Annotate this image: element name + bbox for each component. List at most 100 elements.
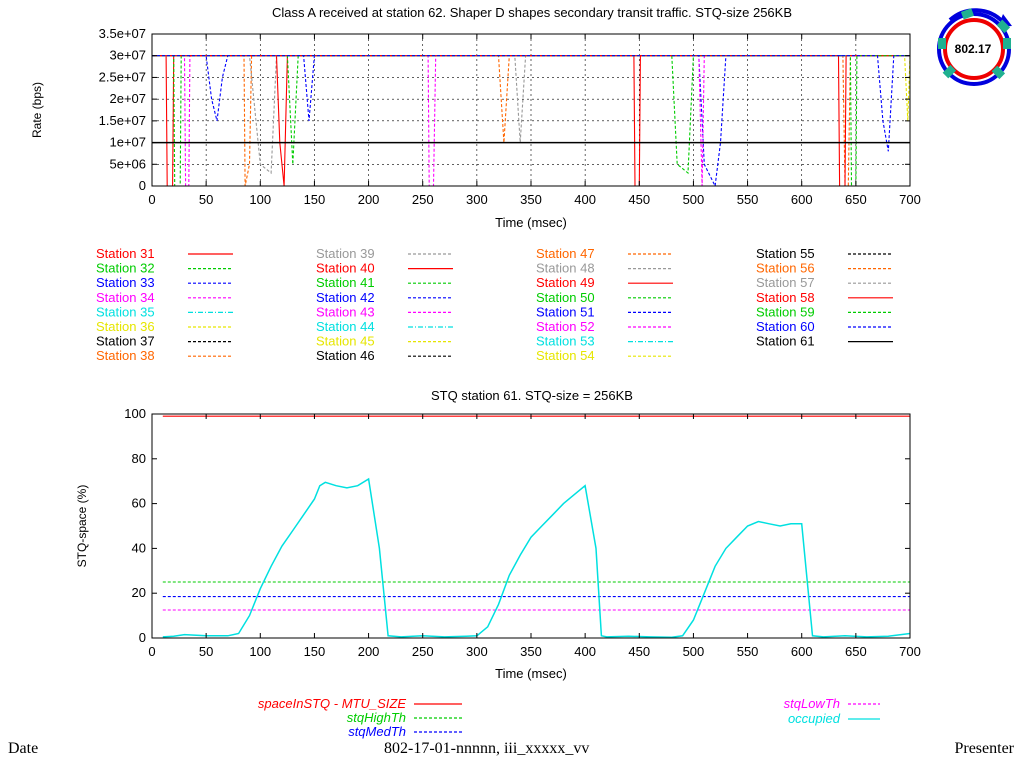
x-tick-label: 600 — [791, 644, 813, 659]
footer-date: Date — [8, 740, 39, 757]
chart-stq: STQ station 61. STQ-size = 256KB 0 50 100 1… — [75, 388, 921, 739]
x-tick-label: 150 — [304, 644, 326, 659]
chart-rate-ylabel: Rate (bps) — [30, 82, 44, 138]
legend-label: Station 60 — [756, 319, 815, 334]
legend-label: stqMedTh — [348, 724, 406, 739]
y-tick-label: 3e+07 — [109, 48, 146, 63]
series-line-rate-30 — [152, 55, 910, 152]
x-tick-label: 450 — [628, 644, 650, 659]
chart-stq-ticks: 0 50 100 150 200 250 300 350 400 450 500 550 600 650 7… — [124, 406, 921, 659]
x-tick-label: 0 — [148, 644, 155, 659]
y-tick-label: 1.5e+07 — [99, 113, 146, 128]
y-tick-label: 2e+07 — [109, 91, 146, 106]
y-tick-label: 5e+06 — [109, 156, 146, 171]
y-tick-label: 40 — [132, 540, 146, 555]
legend-label: occupied — [788, 711, 841, 726]
legend-label: spaceInSTQ - MTU_SIZE — [258, 696, 406, 711]
legend-label: Station 37 — [96, 334, 155, 349]
ieee-802-17-logo: 802.17 — [937, 8, 1012, 86]
y-tick-label: 20 — [132, 585, 146, 600]
legend-label: Station 56 — [756, 261, 815, 276]
y-tick-label: 2.5e+07 — [99, 69, 146, 84]
x-tick-label: 700 — [899, 644, 921, 659]
y-tick-label: 100 — [124, 406, 146, 421]
x-tick-label: 600 — [791, 192, 813, 207]
legend-label: Station 59 — [756, 304, 815, 319]
x-tick-label: 400 — [574, 192, 596, 207]
y-tick-label: 0 — [139, 178, 146, 193]
chart-rate: Class A received at station 62. Shaper D… — [30, 5, 921, 363]
legend-label: Station 57 — [756, 275, 815, 290]
legend-label: Station 61 — [756, 334, 815, 349]
legend-label: stqHighTh — [347, 710, 406, 725]
x-tick-label: 50 — [199, 192, 213, 207]
legend-label: Station 49 — [536, 275, 595, 290]
legend-label: Station 44 — [316, 319, 375, 334]
x-tick-label: 350 — [520, 192, 542, 207]
chart-rate-title: Class A received at station 62. Shaper D… — [272, 5, 792, 20]
legend-label: Station 55 — [756, 246, 815, 261]
x-tick-label: 650 — [845, 192, 867, 207]
x-tick-label: 150 — [304, 192, 326, 207]
chart-rate-xlabel: Time (msec) — [495, 215, 567, 230]
legend-label: Station 36 — [96, 319, 155, 334]
x-tick-label: 650 — [845, 644, 867, 659]
legend-label: Station 47 — [536, 246, 595, 261]
x-tick-label: 350 — [520, 644, 542, 659]
chart-stq-series — [162, 415, 911, 639]
legend-label: Station 51 — [536, 304, 595, 319]
x-tick-label: 0 — [148, 192, 155, 207]
x-tick-label: 100 — [249, 644, 271, 659]
chart-stq-ylabel: STQ-space (%) — [75, 485, 89, 568]
x-tick-label: 50 — [199, 644, 213, 659]
x-tick-label: 500 — [683, 644, 705, 659]
y-tick-label: 3.5e+07 — [99, 26, 146, 41]
legend-label: stqLowTh — [784, 696, 840, 711]
legend-label: Station 52 — [536, 319, 595, 334]
legend-label: Station 38 — [96, 348, 155, 363]
legend-label: Station 46 — [316, 348, 375, 363]
chart-rate-grid — [152, 34, 910, 186]
x-tick-label: 550 — [737, 192, 759, 207]
legend-label: Station 32 — [96, 261, 155, 276]
x-tick-label: 400 — [574, 644, 596, 659]
x-tick-label: 450 — [628, 192, 650, 207]
x-tick-label: 500 — [683, 192, 705, 207]
chart-stq-frame — [151, 413, 911, 639]
logo-text: 802.17 — [955, 42, 992, 56]
legend-label: Station 53 — [536, 334, 595, 349]
chart-rate-ticks: 0 50 100 150 200 250 300 350 400 450 500 550 600 650 7… — [99, 26, 921, 207]
x-tick-label: 250 — [412, 192, 434, 207]
x-tick-label: 550 — [737, 644, 759, 659]
legend-label: Station 34 — [96, 290, 155, 305]
y-tick-label: 0 — [139, 630, 146, 645]
legend-label: Station 31 — [96, 246, 155, 261]
chart-stq-xlabel: Time (msec) — [495, 666, 567, 681]
footer-document-id: 802-17-01-nnnnn, iii_xxxxx_vv — [384, 740, 590, 757]
x-tick-label: 200 — [358, 192, 380, 207]
legend-label: Station 58 — [756, 290, 815, 305]
series-line-stq-5 — [162, 477, 911, 639]
y-tick-label: 80 — [132, 451, 146, 466]
legend-label: Station 35 — [96, 304, 155, 319]
legend-label: Station 40 — [316, 261, 375, 276]
x-tick-label: 300 — [466, 644, 488, 659]
legend-label: Station 50 — [536, 290, 595, 305]
legend-label: Station 43 — [316, 304, 375, 319]
x-tick-label: 250 — [412, 644, 434, 659]
y-tick-label: 1e+07 — [109, 135, 146, 150]
legend-label: Station 48 — [536, 261, 595, 276]
legend-label: Station 39 — [316, 246, 375, 261]
x-tick-label: 300 — [466, 192, 488, 207]
legend-label: Station 41 — [316, 275, 375, 290]
legend-label: Station 33 — [96, 275, 155, 290]
legend-label: Station 45 — [316, 334, 375, 349]
x-tick-label: 700 — [899, 192, 921, 207]
y-tick-label: 60 — [132, 496, 146, 511]
x-tick-label: 100 — [249, 192, 271, 207]
legend-label: Station 54 — [536, 348, 595, 363]
x-tick-label: 200 — [358, 644, 380, 659]
